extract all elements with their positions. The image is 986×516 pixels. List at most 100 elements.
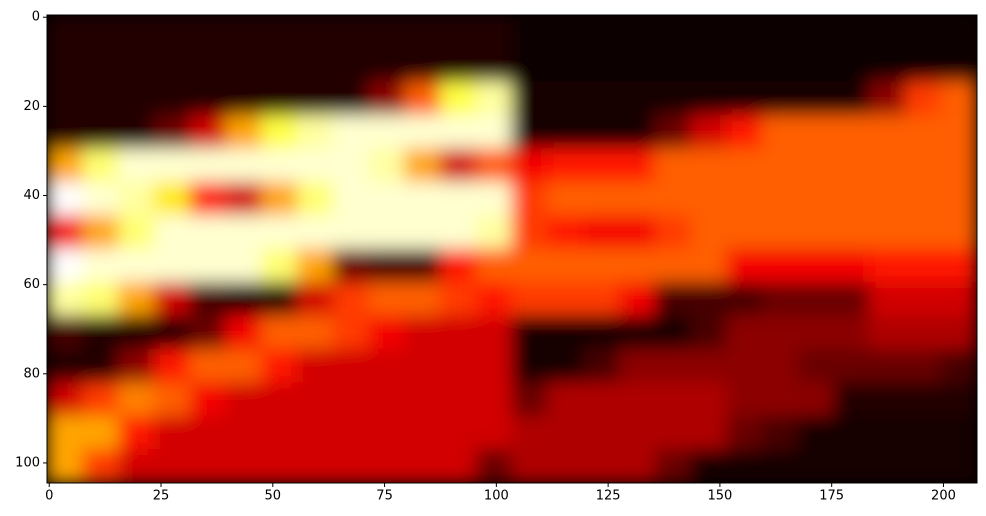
cell — [547, 382, 585, 417]
cell — [47, 382, 84, 417]
cell — [726, 15, 763, 49]
cell — [726, 114, 763, 150]
cell — [261, 114, 298, 150]
cell — [261, 15, 298, 49]
cell — [404, 315, 441, 350]
cell — [439, 348, 477, 384]
cell — [82, 449, 120, 483]
cell — [47, 148, 84, 183]
cell — [225, 148, 263, 183]
cell — [332, 248, 370, 283]
cell — [82, 148, 120, 183]
cell — [618, 47, 656, 83]
cell — [189, 415, 227, 451]
cell — [940, 449, 977, 483]
cell — [511, 114, 549, 150]
cell — [404, 148, 441, 183]
cell — [47, 15, 84, 49]
cell — [583, 415, 620, 451]
cell — [296, 382, 334, 417]
cell — [726, 348, 763, 384]
cell — [82, 382, 120, 417]
cell — [797, 281, 835, 317]
cell — [153, 181, 191, 217]
cell — [833, 348, 871, 384]
y-tick-label: 0 — [32, 10, 40, 25]
cell — [761, 449, 799, 483]
y-tick-label: 80 — [23, 366, 40, 381]
cell — [225, 114, 263, 150]
cell — [547, 47, 585, 83]
cell — [439, 215, 477, 250]
cell — [261, 315, 298, 350]
cell — [225, 449, 263, 483]
cell — [475, 181, 513, 217]
x-tick-label: 0 — [45, 489, 53, 504]
cell — [940, 315, 977, 350]
cell — [296, 81, 334, 116]
cell — [726, 415, 763, 451]
cell — [153, 215, 191, 250]
cell — [189, 81, 227, 116]
cell — [654, 248, 692, 283]
cell — [189, 114, 227, 150]
cell — [618, 315, 656, 350]
cell — [797, 415, 835, 451]
cell — [547, 315, 585, 350]
cell — [690, 315, 728, 350]
cell — [547, 248, 585, 283]
y-tick-label: 100 — [15, 455, 40, 470]
cell — [439, 114, 477, 150]
cell — [118, 81, 155, 116]
cell — [332, 315, 370, 350]
cell — [797, 47, 835, 83]
cell — [189, 281, 227, 317]
cell — [153, 348, 191, 384]
cell — [797, 248, 835, 283]
cell — [618, 215, 656, 250]
cell — [511, 348, 549, 384]
cell — [940, 215, 977, 250]
cell — [511, 215, 549, 250]
cell — [118, 15, 155, 49]
cell — [296, 315, 334, 350]
cell — [439, 281, 477, 317]
cell — [547, 215, 585, 250]
cell — [761, 315, 799, 350]
cell — [225, 315, 263, 350]
cell — [618, 348, 656, 384]
cell — [690, 15, 728, 49]
cell — [511, 281, 549, 317]
cell — [511, 81, 549, 116]
cell — [296, 415, 334, 451]
cell — [904, 281, 942, 317]
cell — [82, 281, 120, 317]
cell — [940, 81, 977, 116]
cell — [118, 382, 155, 417]
cell — [797, 81, 835, 116]
cell — [225, 281, 263, 317]
cell — [153, 15, 191, 49]
cell — [475, 348, 513, 384]
cell — [869, 315, 906, 350]
cell — [869, 47, 906, 83]
cell — [261, 148, 298, 183]
cell — [690, 47, 728, 83]
cell — [332, 148, 370, 183]
cell — [404, 47, 441, 83]
cell — [225, 415, 263, 451]
cell — [118, 114, 155, 150]
cell — [797, 15, 835, 49]
cell — [904, 415, 942, 451]
cell — [797, 148, 835, 183]
cell — [797, 181, 835, 217]
cell — [261, 215, 298, 250]
cell — [153, 315, 191, 350]
cell — [940, 348, 977, 384]
cell — [296, 281, 334, 317]
cell — [726, 382, 763, 417]
cell — [118, 248, 155, 283]
cell — [153, 148, 191, 183]
x-tick-label: 100 — [484, 489, 509, 504]
cell — [869, 348, 906, 384]
